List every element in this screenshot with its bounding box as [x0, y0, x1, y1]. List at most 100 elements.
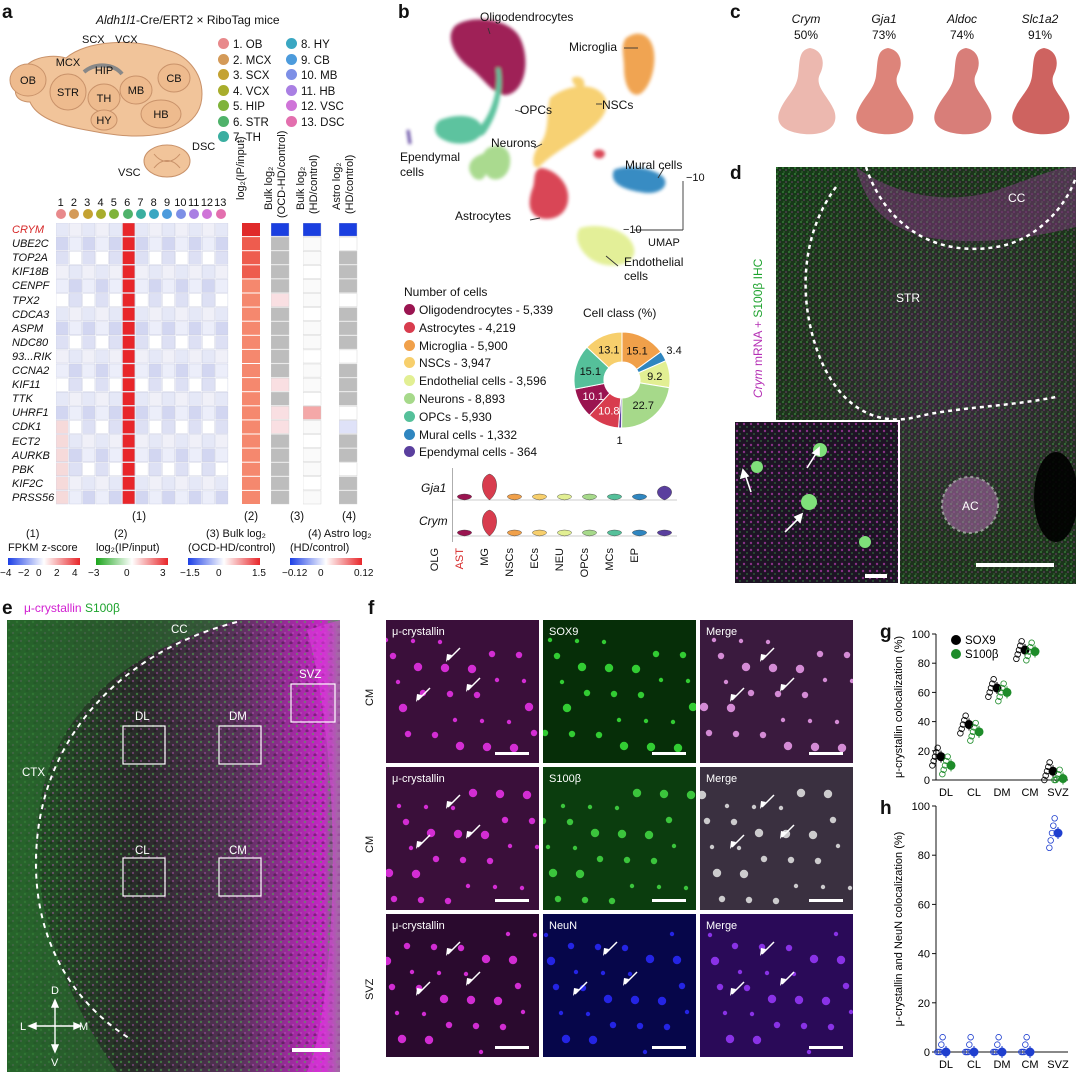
heatmap-cell — [162, 476, 175, 491]
heatmap-cell — [148, 223, 162, 237]
heatmap-side-cell — [303, 377, 322, 392]
heatmap-cell — [202, 377, 215, 392]
heatmap-col-dot — [109, 209, 120, 219]
heatmap-side-cell — [339, 462, 358, 476]
heatmap-side-cell — [339, 476, 358, 491]
mean-point — [941, 1047, 951, 1057]
cell-legend-label: Mural cells - 1,332 — [419, 427, 518, 442]
heatmap-cell — [135, 476, 149, 491]
replicate-point — [967, 1034, 974, 1041]
heatmap-side-cell — [303, 420, 322, 434]
replicate-point — [999, 684, 1006, 692]
roi-svz — [290, 683, 336, 723]
panel-f-cells — [386, 788, 539, 905]
heatmap-cell — [188, 476, 202, 491]
violin-shape — [582, 529, 597, 537]
replicate-point — [1022, 1041, 1029, 1048]
heatmap-cell — [56, 236, 69, 251]
replicate-point — [989, 680, 996, 687]
heatmap-col-number: 10 — [174, 197, 187, 209]
heatmap-cell — [95, 349, 109, 364]
umap-label-neurons: Neurons — [491, 136, 537, 150]
panel-f-row-label: CM — [364, 835, 376, 853]
heatmap-cell — [215, 476, 229, 491]
violin-plot — [452, 468, 677, 542]
heatmap-col-dot — [149, 209, 160, 219]
heatmap-cell — [82, 236, 96, 251]
replicate-point — [1055, 770, 1062, 778]
heatmap-cell — [215, 349, 229, 364]
region-legend-label: 12. VSC — [301, 101, 344, 113]
heatmap-cell — [82, 363, 96, 378]
heatmap-side-cell — [303, 363, 322, 378]
umap-label-ependymal: Ependymal — [400, 150, 461, 164]
heatmap-cell — [188, 434, 202, 448]
col-header-bulk-d: (HD/control) — [308, 154, 320, 214]
panel-d-scalebar — [976, 563, 1054, 567]
region-legend-item: 7. TH — [218, 131, 261, 144]
panel-f-image: SOX9 — [543, 620, 696, 763]
scale-tick: −0.12 — [282, 568, 308, 579]
umap-axis-y: −10 — [686, 172, 705, 184]
heatmap-side-cell — [339, 434, 358, 448]
heatmap-cell — [109, 236, 122, 251]
heatmap-cell — [95, 265, 109, 279]
col-header-bulk-a: Bulk log₂ — [263, 166, 275, 210]
brain-region-hy: HY — [96, 115, 112, 127]
replicate-point — [933, 749, 940, 756]
brain-region-hip: HIP — [95, 65, 113, 77]
cell-legend-item: Microglia - 5,900 — [404, 339, 508, 353]
replicate-point — [962, 712, 969, 719]
heatmap-cell — [188, 349, 202, 364]
region-legend: 1. OB 2. MCX 3. SCX 4. VCX 5. HIP 6. STR 7. TH… — [218, 38, 348, 148]
scale-title: (HD/control) — [290, 542, 350, 554]
panel-e-ctx: CTX — [22, 767, 45, 779]
heatmap-side-cell — [339, 236, 358, 251]
heatmap2-cell — [242, 251, 260, 265]
replicate-point — [940, 766, 947, 773]
heatmap-cell — [56, 448, 69, 462]
heatmap-gene-labels: CRYM UBE2C TOP2A KIF18B CENPF TPX2 CDCA3 ASPM ND… — [0, 223, 54, 508]
replicate-point — [1023, 657, 1030, 664]
heatmap-cell — [82, 476, 96, 491]
heatmap-col-dot — [202, 209, 213, 219]
cell-legend-dot — [404, 393, 415, 404]
heatmap-cell — [82, 420, 96, 434]
cell-legend-dot — [404, 357, 415, 369]
replicate-point — [1052, 776, 1059, 784]
y-tick-label: 40 — [918, 949, 930, 961]
panel-c-percent: 74% — [949, 28, 975, 42]
heatmap-gene-label: NDC80 — [12, 336, 49, 349]
heatmap2-cell — [242, 462, 260, 476]
violin-shape — [557, 529, 572, 537]
mean-point — [974, 727, 984, 737]
heatmap-cell — [202, 406, 215, 420]
heatmap-cell — [202, 462, 215, 476]
cell-legend-label: Microglia - 5,900 — [419, 338, 508, 353]
panel-f-scalebar — [809, 899, 843, 902]
heatmap-cell — [82, 251, 96, 265]
heatmap-cell — [148, 321, 162, 335]
scale-tick: 0.12 — [354, 568, 374, 579]
heatmap-cell — [56, 406, 69, 420]
panel-e-image: CC CTX SVZ DL DM CL CM D L M V — [7, 620, 340, 1072]
heatmap2-cell — [242, 392, 260, 406]
violin-category-label: NEU — [553, 548, 566, 572]
pie-label: 1 — [616, 435, 622, 447]
region-legend-item: 6. STR — [218, 115, 269, 129]
umap-label-opcs: OPCs — [520, 103, 553, 117]
heatmap2-cell — [242, 448, 260, 462]
replicate-point — [996, 693, 1003, 700]
region-legend-item: 12. VSC — [286, 100, 344, 113]
heatmap-side-cell — [271, 265, 290, 279]
heatmap-cell — [162, 434, 175, 448]
heatmap-side-cell — [303, 490, 322, 505]
region-legend-label: 6. STR — [233, 116, 269, 129]
panel-f-image: μ-crystallin — [386, 620, 539, 763]
heatmap-col-dot — [56, 209, 66, 219]
heatmap-side-cell — [271, 363, 290, 378]
panel-c-percent: 73% — [871, 28, 897, 42]
pie-label: 10.1 — [582, 391, 603, 403]
region-legend-label: 4. VCX — [233, 85, 270, 98]
heatmap-cell — [202, 335, 215, 350]
